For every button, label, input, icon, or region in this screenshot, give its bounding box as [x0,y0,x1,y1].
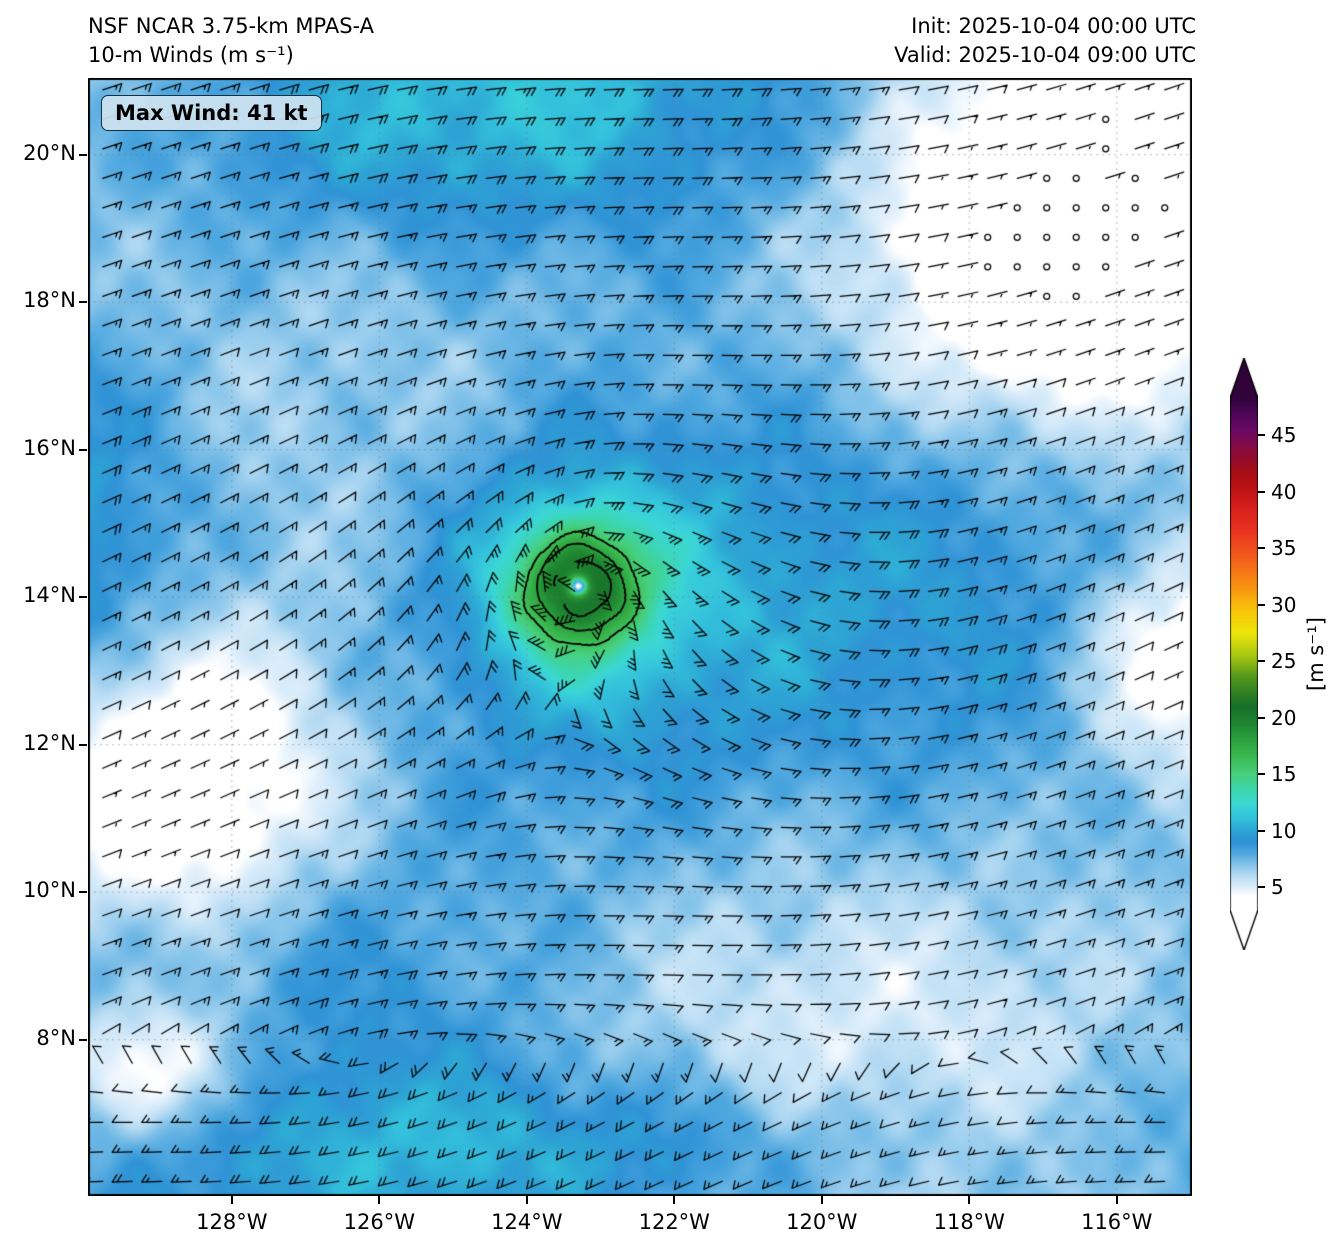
colorbar-tick-label: 35 [1271,536,1297,561]
y-tick-mark [79,743,87,746]
x-tick-mark [968,1196,971,1204]
x-tick-label: 128°W [196,1210,268,1234]
colorbar-tick-mark [1258,716,1265,719]
x-tick-label: 126°W [343,1210,415,1234]
x-tick-label: 122°W [638,1210,710,1234]
x-tick-mark [1115,1196,1118,1204]
colorbar-tick-label: 15 [1271,762,1297,787]
y-tick-label: 10°N [23,878,76,903]
x-tick-mark [673,1196,676,1204]
title-line-1: NSF NCAR 3.75-km MPAS-A [88,14,375,38]
wind-field-map-canvas [88,78,1192,1196]
x-tick-mark [230,1196,233,1204]
y-tick-label: 18°N [23,288,76,313]
colorbar-tick-mark [1258,547,1265,550]
x-tick-mark [820,1196,823,1204]
run-times: Init: 2025-10-04 00:00 UTC Valid: 2025-1… [894,12,1196,70]
colorbar-tick-label: 45 [1271,423,1297,448]
y-tick-label: 14°N [23,583,76,608]
colorbar-tick-mark [1258,829,1265,832]
x-tick-mark [525,1196,528,1204]
y-tick-mark [79,448,87,451]
colorbar-tick-label: 25 [1271,649,1297,674]
colorbar-tick-mark [1258,886,1265,889]
colorbar-tick-mark [1258,660,1265,663]
x-tick-label: 118°W [933,1210,1005,1234]
valid-time-label: Valid: 2025-10-04 09:00 UTC [894,43,1196,67]
y-tick-mark [79,1038,87,1041]
colorbar [1230,358,1258,950]
y-tick-mark [79,596,87,599]
colorbar-tick-label: 5 [1271,875,1284,900]
figure-title: NSF NCAR 3.75-km MPAS-A 10-m Winds (m s⁻… [88,12,374,70]
y-tick-mark [79,153,87,156]
colorbar-label: [m s⁻¹] [1304,617,1328,691]
colorbar-tick-mark [1258,434,1265,437]
x-tick-label: 124°W [491,1210,563,1234]
y-tick-label: 8°N [36,1025,76,1050]
colorbar-tick-label: 10 [1271,818,1297,843]
map-plot-area: Max Wind: 41 kt [88,78,1192,1196]
x-tick-label: 120°W [786,1210,858,1234]
y-tick-mark [79,891,87,894]
colorbar-tick-label: 40 [1271,479,1297,504]
y-tick-label: 20°N [23,140,76,165]
max-wind-badge: Max Wind: 41 kt [101,95,322,131]
init-time-label: Init: 2025-10-04 00:00 UTC [911,14,1196,38]
y-tick-label: 16°N [23,435,76,460]
y-tick-mark [79,301,87,304]
title-line-2: 10-m Winds (m s⁻¹) [88,43,294,67]
y-tick-label: 12°N [23,730,76,755]
colorbar-tick-mark [1258,490,1265,493]
colorbar-tick-label: 30 [1271,592,1297,617]
colorbar-tick-mark [1258,603,1265,606]
colorbar-tick-mark [1258,773,1265,776]
x-tick-mark [378,1196,381,1204]
colorbar-tick-label: 20 [1271,705,1297,730]
x-tick-label: 116°W [1081,1210,1153,1234]
